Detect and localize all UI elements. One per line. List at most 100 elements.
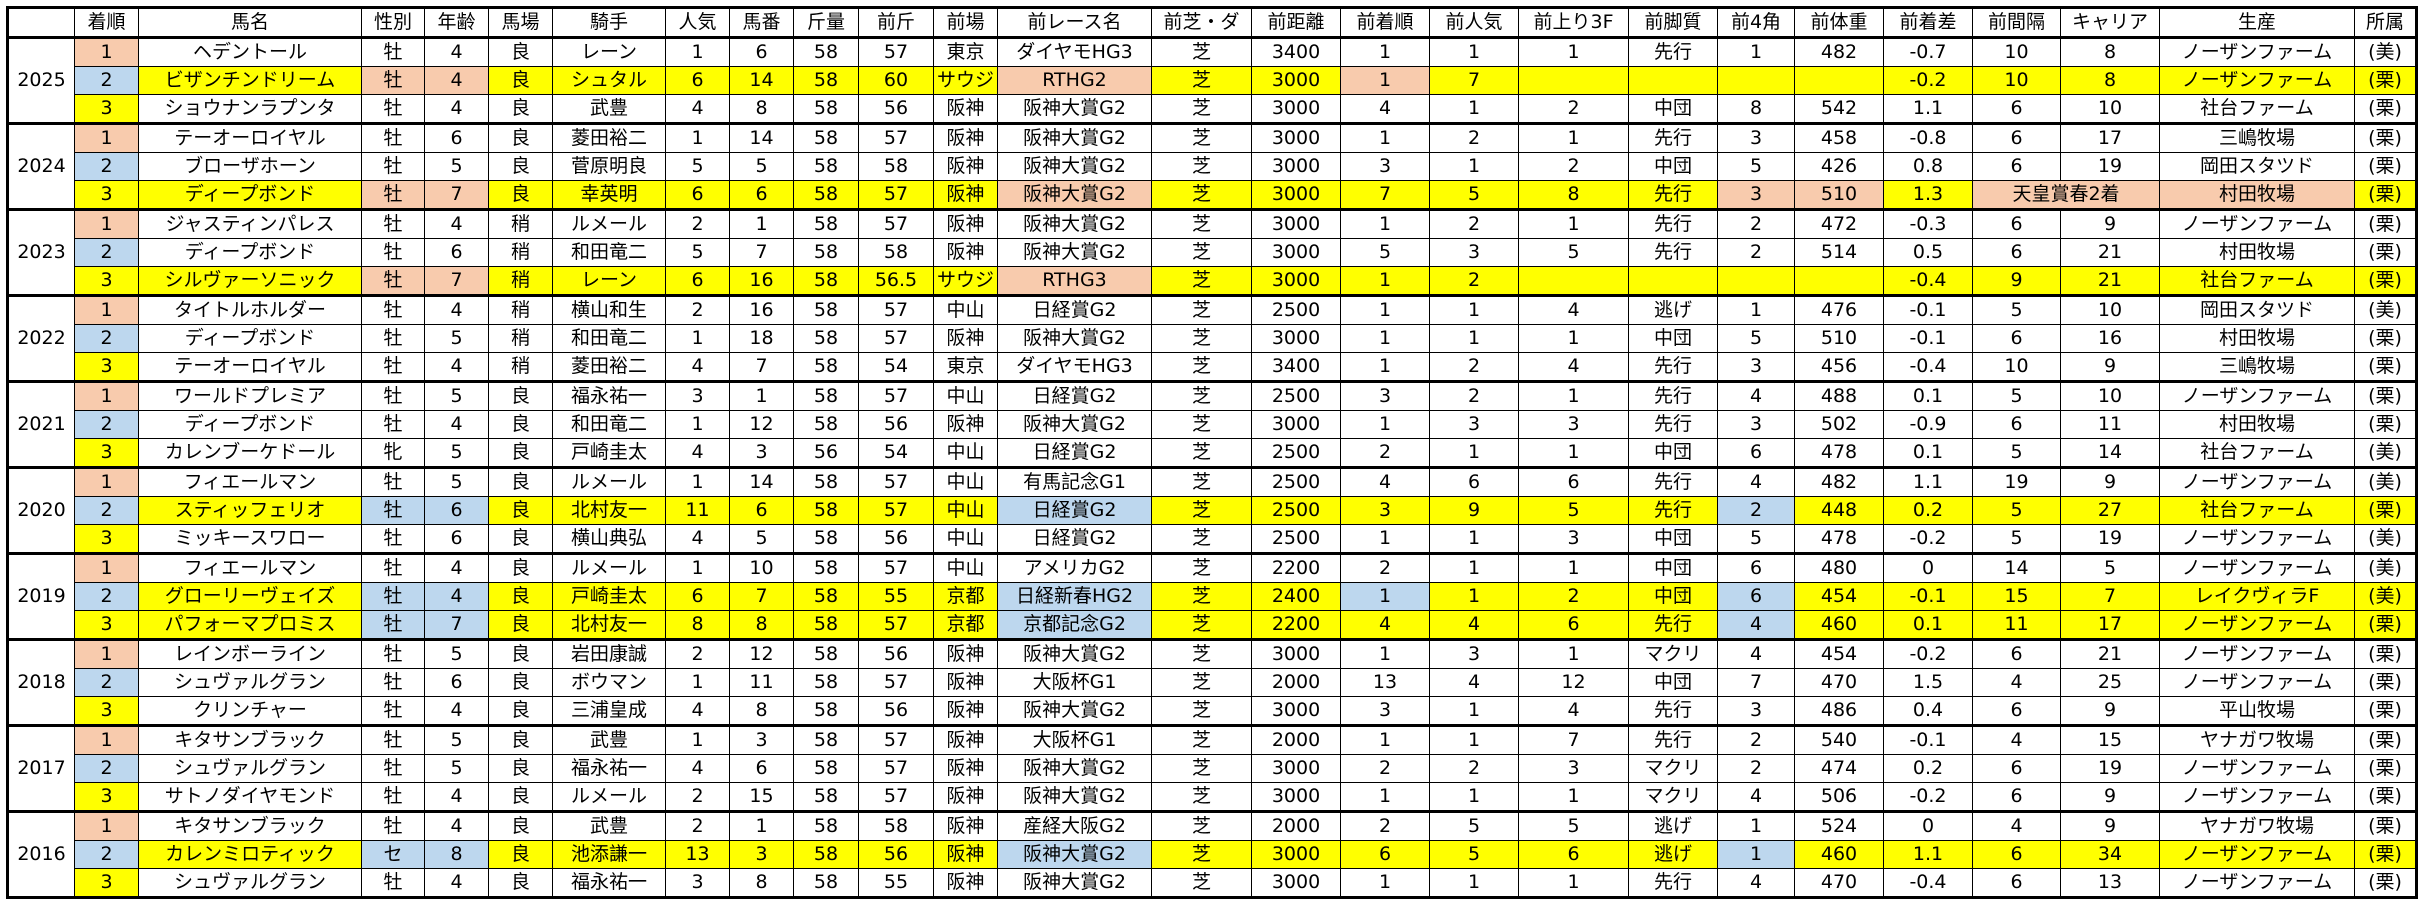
cell-prev-finish: 1 bbox=[1340, 123, 1430, 153]
table-row: 2022 1 タイトルホルダー牡 4 稍横山和生 2 16 58 57 中山 日経賞G2 芝 2500 1… bbox=[7, 295, 2417, 383]
cell-breeder: ヤナガワ牧場 bbox=[2159, 725, 2355, 755]
cell-weight: 58 bbox=[793, 410, 859, 439]
cell-prev-margin: -0.4 bbox=[1883, 868, 1973, 899]
cell-prev-last3f: 4 bbox=[1518, 295, 1629, 325]
cell-prev-last3f: 4 bbox=[1518, 696, 1629, 727]
cell-prev-interval: 4 bbox=[1972, 668, 2061, 697]
cell-post-number: 1 bbox=[729, 209, 794, 239]
cell-age: 7 bbox=[424, 180, 489, 211]
cell-horse-name: レインボーライン bbox=[138, 639, 362, 669]
cell-track-condition: 稍 bbox=[488, 352, 553, 383]
cell-age: 4 bbox=[424, 209, 489, 239]
cell-prev-body-weight: 460 bbox=[1794, 840, 1884, 869]
cell-horse-name: パフォーマプロミス bbox=[138, 610, 362, 641]
cell-age: 4 bbox=[424, 868, 489, 899]
cell-prev-distance: 3000 bbox=[1251, 238, 1341, 267]
table-row: 2 ディープボンド牡 4 良和田竜二 1 12 58 56 阪神 阪神大賞G2 芝 3000 1 3 3 先行… bbox=[8, 410, 2417, 439]
cell-stable: (栗) bbox=[2354, 811, 2417, 841]
cell-prev-distance: 3000 bbox=[1251, 754, 1341, 783]
cell-stable: (美) bbox=[2354, 524, 2417, 555]
cell-prev-popularity: 3 bbox=[1429, 410, 1519, 439]
cell-post-number: 6 bbox=[729, 180, 794, 211]
cell-prev-finish: 1 bbox=[1340, 410, 1430, 439]
cell-stable: (栗) bbox=[2354, 381, 2417, 411]
cell-prev-venue: 中山 bbox=[933, 381, 998, 411]
cell-track-condition: 良 bbox=[488, 438, 553, 469]
header-prev-last3f: 前上り3F bbox=[1518, 7, 1629, 39]
cell-track-condition: 良 bbox=[488, 582, 553, 611]
cell-jockey: 和田竜二 bbox=[552, 238, 666, 267]
cell-jockey: 戸崎圭太 bbox=[552, 438, 666, 469]
header-post-number: 馬番 bbox=[729, 7, 794, 39]
cell-jockey: 北村友一 bbox=[552, 496, 666, 525]
cell-prev-distance: 2000 bbox=[1251, 811, 1341, 841]
cell-prev-popularity: 2 bbox=[1429, 754, 1519, 783]
cell-prev-last3f bbox=[1518, 266, 1629, 297]
cell-prev-body-weight: 478 bbox=[1794, 438, 1884, 469]
cell-prev-finish: 6 bbox=[1340, 840, 1430, 869]
cell-prev-venue: 中山 bbox=[933, 524, 998, 555]
cell-horse-name: カレンブーケドール bbox=[138, 438, 362, 469]
cell-prev-finish: 3 bbox=[1340, 696, 1430, 727]
cell-prev-last3f: 6 bbox=[1518, 840, 1629, 869]
cell-horse-name: シュヴァルグラン bbox=[138, 868, 362, 899]
cell-popularity: 4 bbox=[665, 352, 730, 383]
cell-prev-popularity: 3 bbox=[1429, 238, 1519, 267]
cell-sex: 牡 bbox=[361, 381, 425, 411]
cell-prev-body-weight: 510 bbox=[1794, 180, 1884, 211]
cell-prev-margin: 1.1 bbox=[1883, 94, 1973, 125]
cell-popularity: 4 bbox=[665, 94, 730, 125]
cell-breeder: ノーザンファーム bbox=[2159, 754, 2355, 783]
cell-prev-body-weight: 454 bbox=[1794, 582, 1884, 611]
cell-prev-style: 先行 bbox=[1628, 209, 1718, 239]
cell-rank: 3 bbox=[74, 696, 139, 727]
cell-career: 7 bbox=[2060, 582, 2160, 611]
table-row: 3 サトノダイヤモンド牡 4 良ルメール 2 15 58 57 阪神 阪神大賞G2 芝 3000 1 1 1… bbox=[8, 782, 2417, 813]
cell-prev-interval: 6 bbox=[1972, 123, 2061, 153]
cell-sex: 牡 bbox=[361, 266, 425, 297]
cell-track-condition: 良 bbox=[488, 410, 553, 439]
cell-horse-name: ヘデントール bbox=[138, 37, 362, 67]
cell-prev-surface: 芝 bbox=[1151, 66, 1252, 95]
cell-breeder: 三嶋牧場 bbox=[2159, 123, 2355, 153]
cell-prev-style: マクリ bbox=[1628, 754, 1718, 783]
cell-breeder: ノーザンファーム bbox=[2159, 610, 2355, 641]
cell-track-condition: 良 bbox=[488, 553, 553, 583]
cell-prev-style: 逃げ bbox=[1628, 840, 1718, 869]
year-cell: 2025 bbox=[7, 37, 75, 125]
cell-prev-margin: 1.3 bbox=[1883, 180, 1973, 211]
cell-track-condition: 良 bbox=[488, 840, 553, 869]
cell-breeder: ノーザンファーム bbox=[2159, 840, 2355, 869]
cell-track-condition: 稍 bbox=[488, 209, 553, 239]
cell-post-number: 1 bbox=[729, 381, 794, 411]
cell-career: 27 bbox=[2060, 496, 2160, 525]
cell-prev-interval: 5 bbox=[1972, 295, 2061, 325]
cell-stable: (栗) bbox=[2354, 180, 2417, 211]
cell-age: 5 bbox=[424, 381, 489, 411]
cell-weight: 58 bbox=[793, 238, 859, 267]
cell-prev-surface: 芝 bbox=[1151, 868, 1252, 899]
cell-prev-body-weight: 486 bbox=[1794, 696, 1884, 727]
race-history-table: 着順 馬名 性別 年齢 馬場 騎手 人気 馬番 斤量 前斤 前場 前レース名 前芝・ダ 前距離 前着順 前人気… bbox=[6, 6, 2418, 899]
cell-weight: 58 bbox=[793, 66, 859, 95]
cell-prev-finish: 1 bbox=[1340, 352, 1430, 383]
header-career: キャリア bbox=[2060, 7, 2160, 39]
cell-prev-race: 阪神大賞G2 bbox=[997, 696, 1152, 727]
cell-prev-body-weight: 482 bbox=[1794, 467, 1884, 497]
cell-post-number: 6 bbox=[729, 37, 794, 67]
cell-prev-style bbox=[1628, 66, 1718, 95]
cell-stable: (栗) bbox=[2354, 639, 2417, 669]
year-cell: 2017 bbox=[7, 725, 75, 813]
cell-sex: 牡 bbox=[361, 553, 425, 583]
cell-weight: 56 bbox=[793, 438, 859, 469]
cell-prev-interval: 6 bbox=[1972, 152, 2061, 181]
cell-prev-style: 先行 bbox=[1628, 410, 1718, 439]
cell-prev-margin: -0.1 bbox=[1883, 295, 1973, 325]
cell-rank: 1 bbox=[74, 123, 139, 153]
cell-prev-finish: 1 bbox=[1340, 524, 1430, 555]
cell-horse-name: ショウナンラプンタ bbox=[138, 94, 362, 125]
cell-sex: 牡 bbox=[361, 410, 425, 439]
cell-age: 7 bbox=[424, 266, 489, 297]
cell-prev-race: 日経賞G2 bbox=[997, 524, 1152, 555]
cell-jockey: 福永祐一 bbox=[552, 381, 666, 411]
